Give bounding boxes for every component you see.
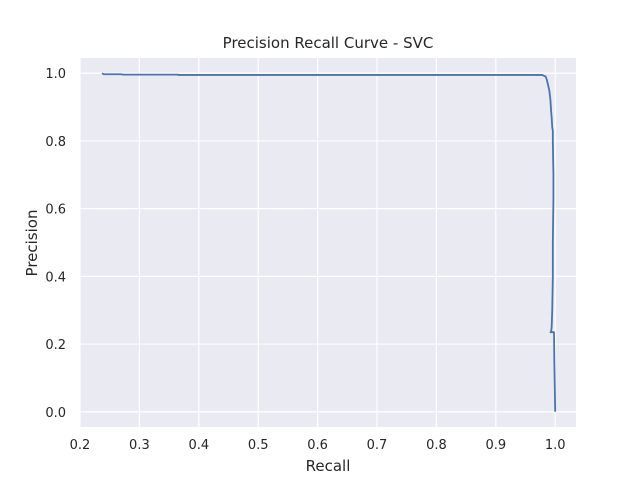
y-tick-labels: 0.0 0.2 0.4 0.6 0.8 1.0 [45, 67, 66, 421]
x-tick-label: 0.5 [248, 438, 269, 453]
x-tick-labels: 0.2 0.3 0.4 0.5 0.6 0.7 0.8 0.9 1.0 [70, 438, 566, 453]
x-axis-label: Recall [306, 457, 351, 475]
y-tick-label: 0.8 [45, 135, 66, 150]
y-tick-label: 0.4 [45, 270, 66, 285]
y-tick-label: 1.0 [45, 67, 66, 82]
y-tick-label: 0.2 [45, 338, 66, 353]
x-tick-label: 0.9 [485, 438, 506, 453]
x-tick-label: 0.2 [70, 438, 91, 453]
x-tick-label: 0.4 [188, 438, 209, 453]
series-layer [101, 72, 557, 412]
grid [79, 58, 576, 427]
y-tick-label: 0.0 [45, 406, 66, 421]
y-tick-label: 0.6 [45, 203, 66, 218]
x-tick-label: 0.6 [307, 438, 328, 453]
x-tick-label: 0.8 [426, 438, 447, 453]
x-tick-label: 0.7 [367, 438, 388, 453]
x-tick-label: 1.0 [545, 438, 566, 453]
chart-title: Precision Recall Curve - SVC [223, 34, 434, 52]
pr-curve-line [101, 72, 557, 412]
plot-area [80, 58, 576, 427]
x-tick-label: 0.3 [129, 438, 150, 453]
y-axis-label: Precision [23, 210, 41, 277]
